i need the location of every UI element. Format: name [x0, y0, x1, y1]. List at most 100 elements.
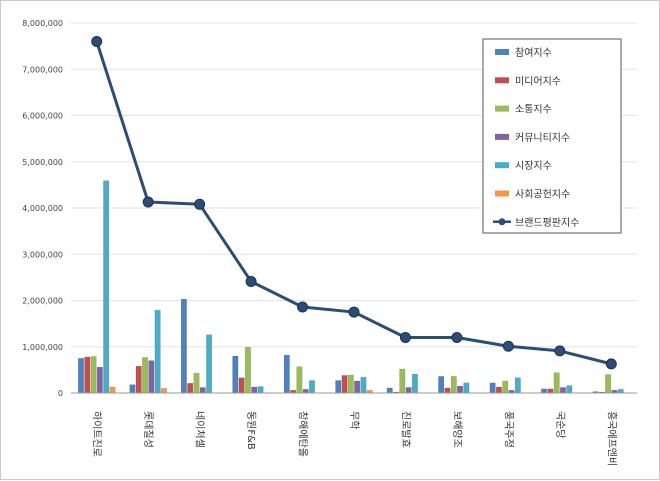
bar-8-2 — [502, 380, 509, 394]
brand-index-point — [194, 198, 206, 210]
bar-3-4 — [257, 386, 264, 394]
legend-swatch — [495, 133, 509, 140]
brand-index-point — [348, 306, 360, 318]
bar-1-5 — [160, 388, 167, 394]
legend-label: 사회공헌지수 — [515, 189, 570, 201]
bar-0-2 — [90, 356, 97, 394]
bar-8-1 — [495, 386, 502, 394]
y-tick-label: 3,000,000 — [22, 250, 63, 259]
bar-7-0 — [438, 376, 445, 394]
legend-label: 미디어지수 — [515, 75, 561, 87]
legend-swatch — [495, 105, 509, 112]
bar-4-2 — [296, 366, 303, 394]
x-category-label: 하이트진로 — [91, 411, 104, 457]
x-category-label: 진로발효 — [399, 411, 411, 448]
brand-index-point — [605, 358, 617, 370]
brand-index-point — [297, 301, 309, 313]
bar-10-2 — [605, 374, 612, 394]
brand-index-point — [399, 332, 411, 343]
bar-5-3 — [354, 380, 361, 394]
x-category-label: 흥국에프엔비 — [605, 411, 618, 466]
legend-swatch — [495, 162, 509, 169]
bar-1-3 — [148, 360, 155, 394]
bar-1-2 — [142, 357, 149, 394]
bar-2-3 — [199, 387, 206, 394]
x-axis-categories: 하이트진로 롯데칠성 네이처셀 동원F&B 창해에탄올 무학 진로발효 보해양조 풍국주정 국순당… — [91, 411, 619, 466]
legend-label: 커뮤니티지수 — [515, 132, 570, 144]
bar-2-1 — [187, 383, 194, 394]
bar-3-0 — [232, 355, 239, 394]
x-category-label: 무학 — [348, 411, 360, 429]
bar-3-1 — [238, 377, 245, 394]
bar-3-2 — [244, 346, 251, 394]
legend-swatch — [495, 190, 509, 197]
legend-label: 소통지수 — [515, 104, 552, 116]
y-tick-label: 4,000,000 — [22, 204, 63, 213]
bar-2-0 — [180, 298, 187, 394]
y-tick-label: 1,000,000 — [22, 343, 63, 352]
bar-7-1 — [444, 387, 451, 394]
bar-7-2 — [450, 376, 457, 394]
x-category-label: 풍국주정 — [502, 411, 514, 448]
bar-5-1 — [341, 375, 348, 394]
bar-6-2 — [399, 368, 406, 394]
legend-label: 브랜드평판지수 — [515, 217, 579, 229]
legend-swatch — [495, 49, 509, 55]
bar-9-4 — [566, 385, 573, 394]
y-tick-label: 7,000,000 — [22, 65, 63, 74]
x-category-label: 네이처셀 — [194, 411, 206, 448]
y-tick-label: 0 — [58, 389, 63, 398]
bar-0-1 — [84, 356, 91, 394]
bar-0-5 — [109, 386, 116, 394]
bar-5-4 — [360, 377, 367, 394]
legend-label: 시장지수 — [515, 160, 552, 172]
bar-0-0 — [77, 358, 84, 394]
bar-4-0 — [283, 354, 290, 394]
bar-5-2 — [347, 374, 354, 394]
bar-6-0 — [386, 387, 393, 394]
y-tick-label: 8,000,000 — [22, 19, 63, 28]
legend-line-marker — [498, 218, 506, 226]
bar-6-3 — [405, 387, 412, 394]
bar-1-0 — [129, 384, 136, 394]
bar-7-3 — [457, 385, 464, 394]
legend-label: 참여지수 — [515, 47, 552, 59]
brand-index-point — [91, 36, 103, 47]
y-axis-ticks: 0 1,000,000 2,000,000 3,000,000 4,000,000 5,0… — [22, 19, 63, 398]
bar-9-3 — [559, 387, 566, 394]
bar-8-4 — [514, 377, 521, 394]
brand-index-point — [451, 332, 463, 343]
gridlines — [71, 22, 637, 348]
y-tick-label: 2,000,000 — [22, 297, 63, 306]
bar-3-3 — [251, 386, 258, 394]
x-category-label: 국순당 — [554, 411, 566, 439]
bar-6-4 — [411, 373, 418, 394]
bar-9-1 — [547, 388, 554, 394]
y-tick-label: 6,000,000 — [22, 112, 63, 121]
legend-swatch — [495, 77, 509, 84]
brand-index-line — [91, 36, 617, 370]
bar-4-3 — [302, 389, 309, 394]
brand-index-point — [554, 345, 566, 357]
bar-8-0 — [489, 382, 496, 394]
bar-4-4 — [308, 380, 315, 394]
bar-5-0 — [335, 380, 342, 394]
bar-10-4 — [617, 389, 624, 394]
y-tick-label: 5,000,000 — [22, 158, 63, 167]
x-category-label: 창해에탄올 — [297, 411, 310, 457]
x-category-label: 롯데칠성 — [142, 411, 154, 448]
x-category-label: 보해양조 — [451, 411, 464, 448]
bar-0-3 — [96, 366, 103, 394]
bar-1-1 — [135, 365, 142, 394]
bar-9-0 — [541, 388, 548, 394]
brand-index-point — [502, 340, 514, 352]
bar-0-4 — [103, 180, 110, 394]
bar-1-4 — [154, 309, 161, 394]
bar-9-2 — [553, 372, 560, 394]
x-category-label: 동원F&B — [245, 411, 257, 450]
brand-index-point — [142, 196, 154, 208]
bar-7-4 — [463, 382, 470, 394]
